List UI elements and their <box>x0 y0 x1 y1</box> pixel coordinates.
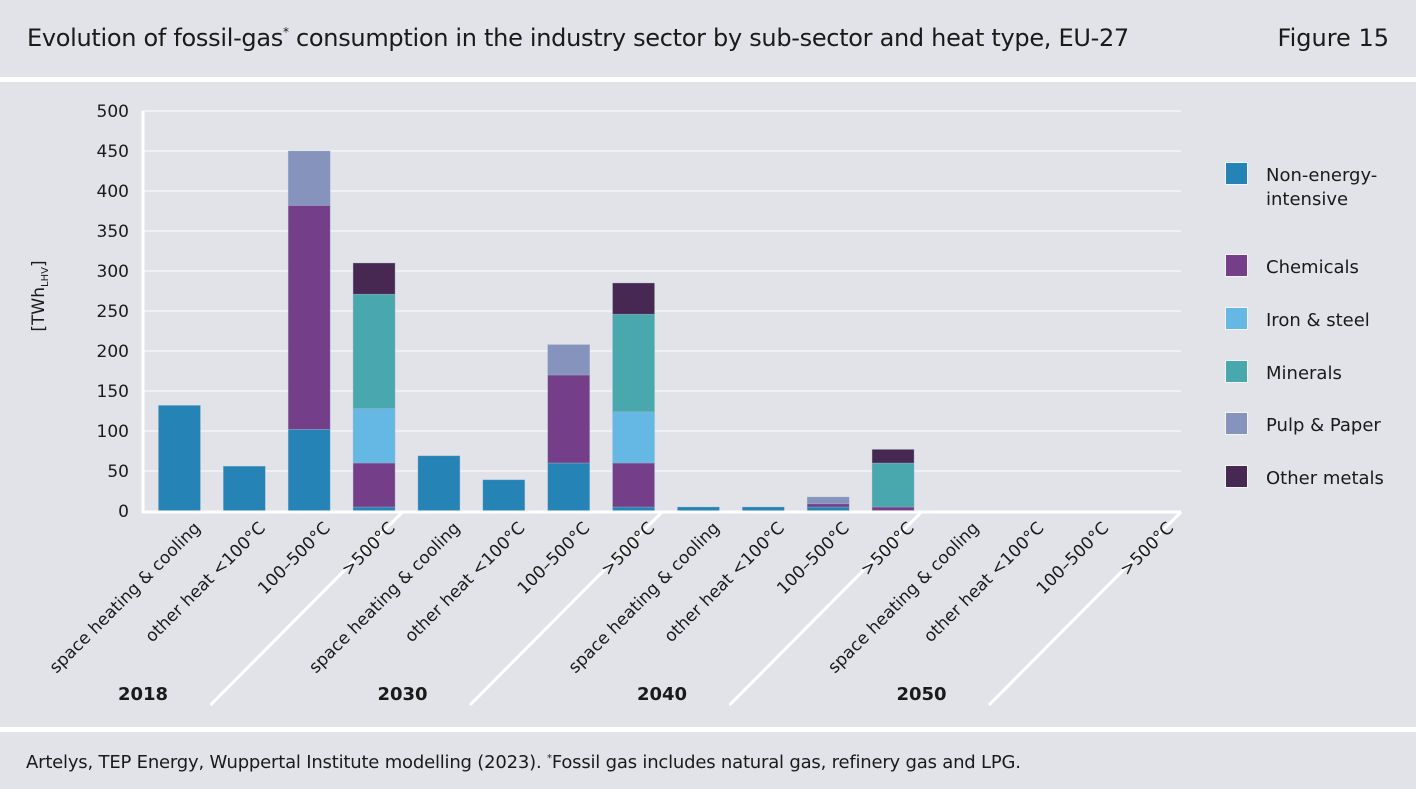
group-label-2018: 2018 <box>118 684 168 705</box>
bar-segment-other-metals <box>871 449 915 464</box>
legend-label: Other metals <box>1266 468 1384 489</box>
y-tick-label: 0 <box>118 502 129 522</box>
axes <box>141 111 1183 707</box>
bar-segment-other-metals <box>612 282 655 315</box>
source-note: Artelys, TEP Energy, Wuppertal Institute… <box>26 752 1021 773</box>
footer-divider <box>0 727 1416 732</box>
group-divider <box>209 510 404 707</box>
y-tick-label: 200 <box>97 342 129 362</box>
bar-segment-chemicals <box>352 462 396 508</box>
chart-footer: Artelys, TEP Energy, Wuppertal Institute… <box>0 732 1416 789</box>
group-label-2040: 2040 <box>637 684 687 705</box>
legend-swatch <box>1225 412 1248 435</box>
legend-label: Pulp & Paper <box>1266 415 1381 436</box>
y-tick-label: 450 <box>97 142 129 162</box>
y-tick-label: 350 <box>97 222 129 242</box>
bar-segment-non-energy-intensive <box>482 479 526 512</box>
legend-label: Chemicals <box>1266 257 1359 278</box>
bar-segment-non-energy-intensive <box>677 506 720 512</box>
chart-title: Evolution of fossil-gas* consumption in … <box>27 24 1129 52</box>
bar-segment-minerals <box>871 462 915 508</box>
chart-panel: 0 50 100 150 200 250 300 350 400 450 500 space hea… <box>0 82 1416 727</box>
bar-segment-chemicals <box>806 503 850 508</box>
group-divider <box>987 510 1183 707</box>
source-text: Artelys, TEP Energy, Wuppertal Institute… <box>26 752 548 773</box>
bar-segment-pulp-paper <box>287 150 331 206</box>
bar-segment-chemicals <box>287 205 331 430</box>
bar-segment-non-energy-intensive <box>158 405 201 512</box>
bar-segment-minerals <box>352 293 396 409</box>
legend-swatch <box>1225 254 1248 277</box>
title-text-rest: consumption in the industry sector by su… <box>288 24 1129 52</box>
bar-segment-non-energy-intensive <box>742 506 785 512</box>
y-tick-label: 400 <box>97 182 129 202</box>
bar-segment-chemicals <box>547 374 590 464</box>
gridlines <box>143 110 1181 472</box>
y-tick-label: 100 <box>97 422 129 442</box>
bar-segment-minerals <box>612 313 655 413</box>
group-label-2050: 2050 <box>896 684 946 705</box>
x-tick-label: >500°C <box>598 518 660 580</box>
bar-segment-chemicals <box>871 506 915 511</box>
figure-number: Figure 15 <box>1277 24 1389 52</box>
x-tick-label: other heat <100°C <box>401 518 529 646</box>
bar-segment-pulp-paper <box>806 496 850 505</box>
bars <box>158 150 915 512</box>
y-axis-ticks: 0 50 100 150 200 250 300 350 400 450 500 <box>97 102 129 522</box>
bar-segment-non-energy-intensive <box>352 506 396 512</box>
group-divider <box>468 510 664 707</box>
x-tick-label: other heat <100°C <box>142 518 270 646</box>
x-tick-label: >500°C <box>857 518 919 580</box>
title-footnote-marker: * <box>282 25 289 39</box>
y-tick-label: 50 <box>107 462 129 482</box>
footnote-text: Fossil gas includes natural gas, refiner… <box>551 752 1021 773</box>
bar-segment-iron-steel <box>612 411 655 464</box>
bar-segment-non-energy-intensive <box>806 506 850 512</box>
y-axis-label: [TWhLHV] <box>29 260 51 331</box>
bar-segment-pulp-paper <box>547 344 590 376</box>
chart-svg: 0 50 100 150 200 250 300 350 400 450 500 space hea… <box>29 102 1183 707</box>
bar-segment-non-energy-intensive <box>287 429 331 512</box>
bar-segment-non-energy-intensive <box>417 455 461 512</box>
group-divider <box>728 510 923 707</box>
bar-segment-chemicals <box>612 462 655 508</box>
legend-swatch <box>1225 360 1248 383</box>
footnote-marker: * <box>547 753 552 764</box>
y-tick-label: 300 <box>97 262 129 282</box>
y-tick-label: 500 <box>97 102 129 122</box>
bar-segment-non-energy-intensive <box>223 465 266 512</box>
legend-swatch <box>1225 465 1248 488</box>
x-tick-label: >500°C <box>338 518 400 580</box>
bar-segment-non-energy-intensive <box>612 506 655 512</box>
legend-swatch <box>1225 162 1248 185</box>
legend-label: Non-energy-intensive <box>1266 165 1378 210</box>
bar-segment-iron-steel <box>352 408 396 464</box>
legend-label: Iron & steel <box>1266 310 1370 331</box>
group-label-2030: 2030 <box>377 684 427 705</box>
x-tick-label: other heat <100°C <box>920 518 1048 646</box>
x-tick-label: other heat <100°C <box>661 518 789 646</box>
bar-segment-other-metals <box>352 262 396 295</box>
legend-swatch <box>1225 307 1248 330</box>
header-divider <box>0 77 1416 82</box>
chart-header: Evolution of fossil-gas* consumption in … <box>0 0 1416 77</box>
legend-label: Minerals <box>1266 363 1342 384</box>
y-tick-label: 150 <box>97 382 129 402</box>
bar-segment-non-energy-intensive <box>547 462 590 512</box>
y-tick-label: 250 <box>97 302 129 322</box>
x-tick-label: >500°C <box>1117 518 1179 580</box>
group-labels: 2018 2030 2040 2050 <box>118 684 947 705</box>
title-text: Evolution of fossil-gas <box>27 24 283 52</box>
